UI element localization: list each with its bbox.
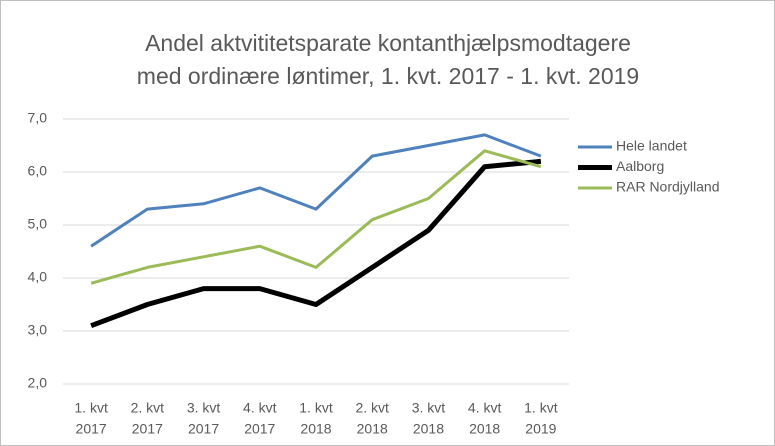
y-tick-label: 4,0 [28,269,48,285]
chart-title: Andel aktvititetsparate kontanthjælpsmod… [145,30,631,56]
x-tick-label: 1. kvt [74,400,108,416]
x-tick-label: 2018 [413,421,444,437]
series-line [90,133,542,248]
series-line [90,149,542,285]
legend-label: Aalborg [616,158,664,174]
x-tick-label: 3. kvt [412,400,446,416]
x-tick-label: 2. kvt [131,400,165,416]
x-tick-label: 2017 [132,421,163,437]
x-tick-label: 1. kvt [524,400,558,416]
x-tick-label: 2017 [188,421,219,437]
legend-label: RAR Nordjylland [616,179,719,195]
x-tick-label: 2017 [244,421,275,437]
legend-label: Hele landet [616,138,687,154]
x-tick-label: 2017 [76,421,107,437]
x-tick-label: 4. kvt [243,400,277,416]
x-tick-label: 2. kvt [355,400,389,416]
chart-title: med ordinære løntimer, 1. kvt. 2017 - 1.… [137,63,639,89]
x-tick-label: 4. kvt [468,400,502,416]
y-tick-label: 7,0 [28,110,48,126]
y-tick-label: 6,0 [28,163,48,179]
series-line [90,158,542,329]
x-tick-label: 3. kvt [187,400,221,416]
y-tick-label: 5,0 [28,216,48,232]
x-tick-label: 1. kvt [299,400,333,416]
x-tick-label: 2018 [300,421,331,437]
y-tick-label: 3,0 [28,322,48,338]
x-tick-label: 2018 [357,421,388,437]
y-tick-label: 2,0 [28,375,48,391]
x-tick-label: 2019 [525,421,556,437]
x-tick-label: 2018 [469,421,500,437]
